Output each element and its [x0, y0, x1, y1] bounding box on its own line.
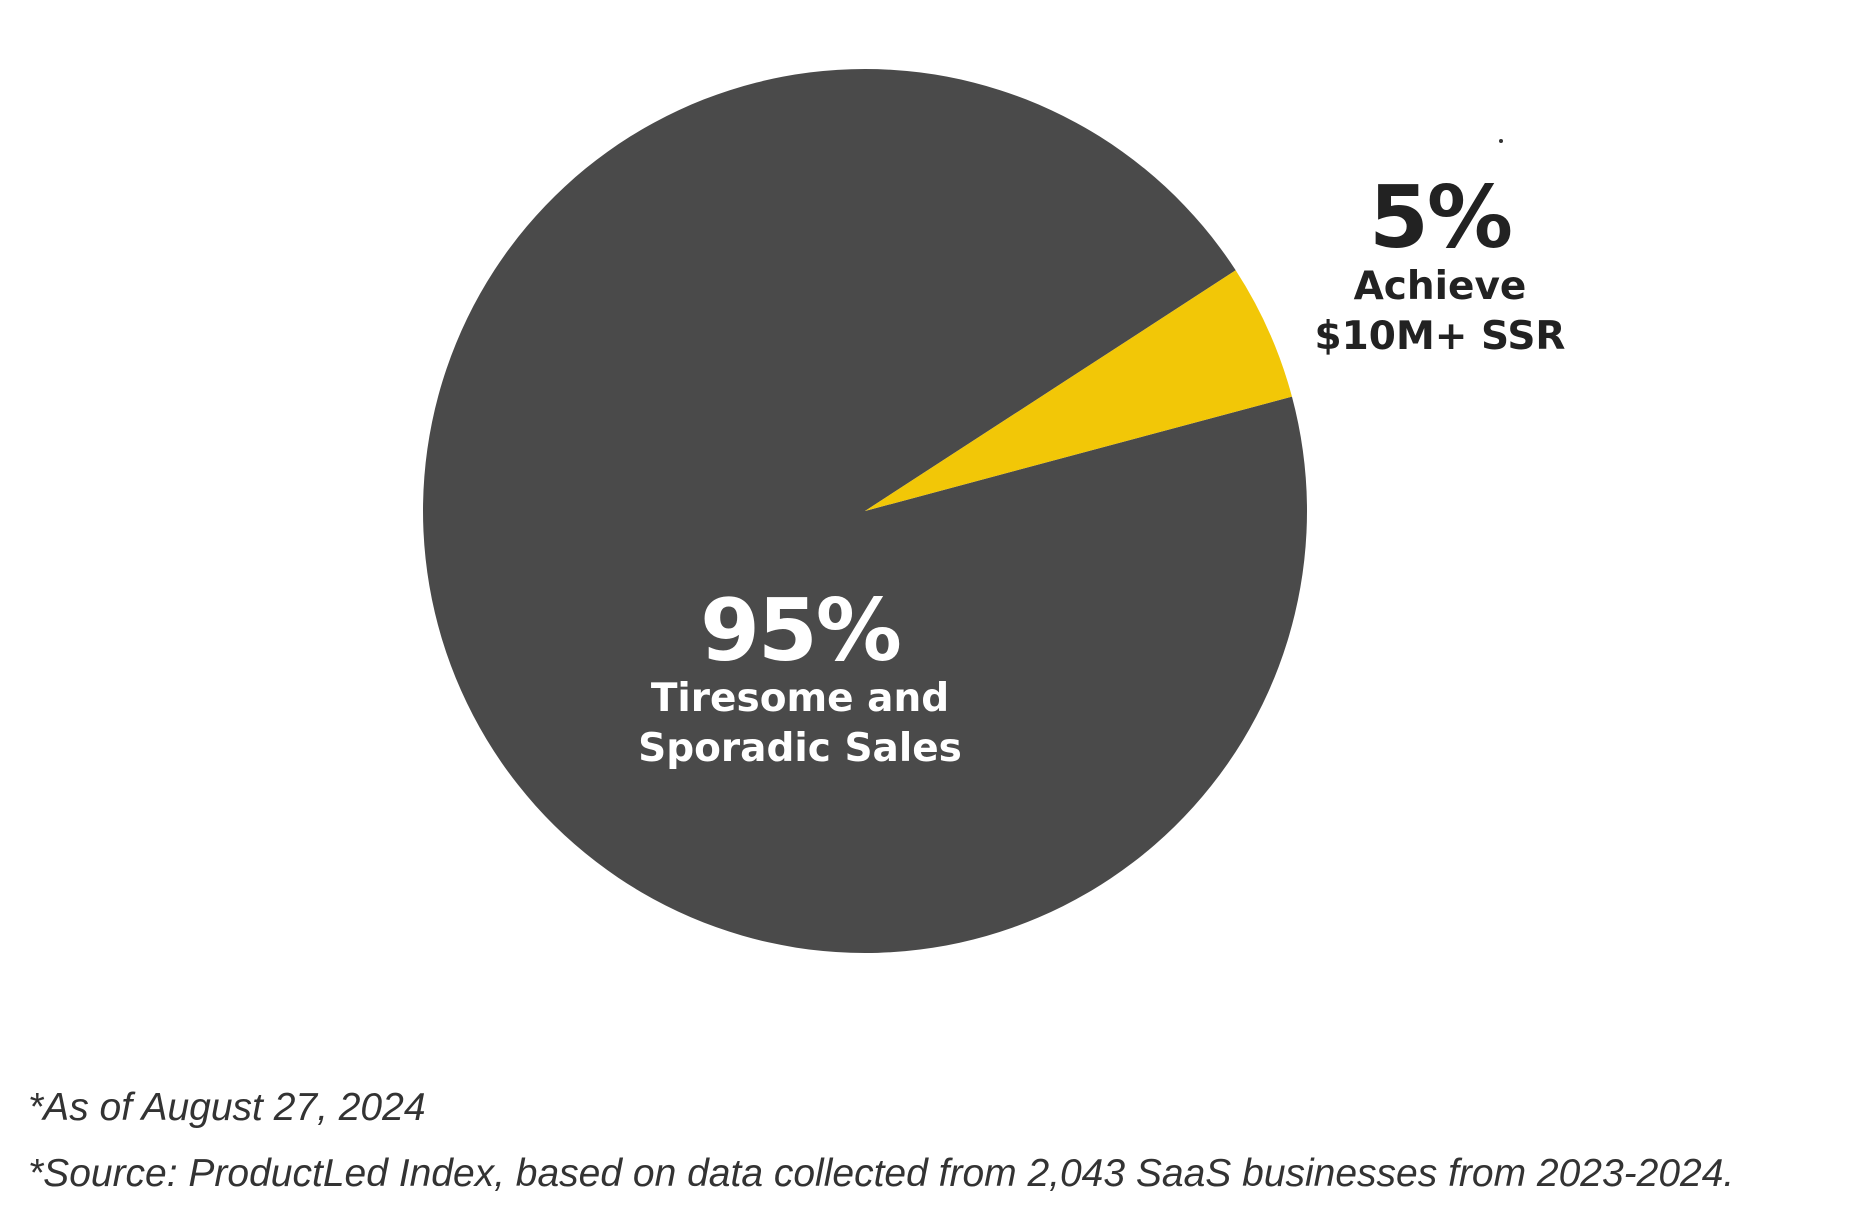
slice-description-major: Tiresome and Sporadic Sales: [600, 674, 1000, 774]
footnote-source: *Source: ProductLed Index, based on data…: [28, 1152, 1735, 1195]
slice-description-major-line-1: Tiresome and: [650, 676, 950, 721]
slice-description-minor-line-1: Achieve: [1353, 264, 1527, 309]
footnote-date: *As of August 27, 2024: [28, 1086, 426, 1129]
pie-slice-achieve-10m-ssr: [865, 270, 1292, 511]
decorative-dot: [1499, 139, 1503, 143]
slice-description-minor: Achieve $10M+ SSR: [1290, 262, 1590, 362]
slice-percent-label-major: 95%: [700, 581, 902, 681]
slice-description-minor-line-2: $10M+ SSR: [1314, 314, 1566, 359]
pie-slice-tiresome-sporadic-sales: [423, 69, 1308, 954]
slice-description-major-line-2: Sporadic Sales: [638, 726, 962, 771]
slice-percent-label-minor: 5%: [1368, 168, 1513, 268]
